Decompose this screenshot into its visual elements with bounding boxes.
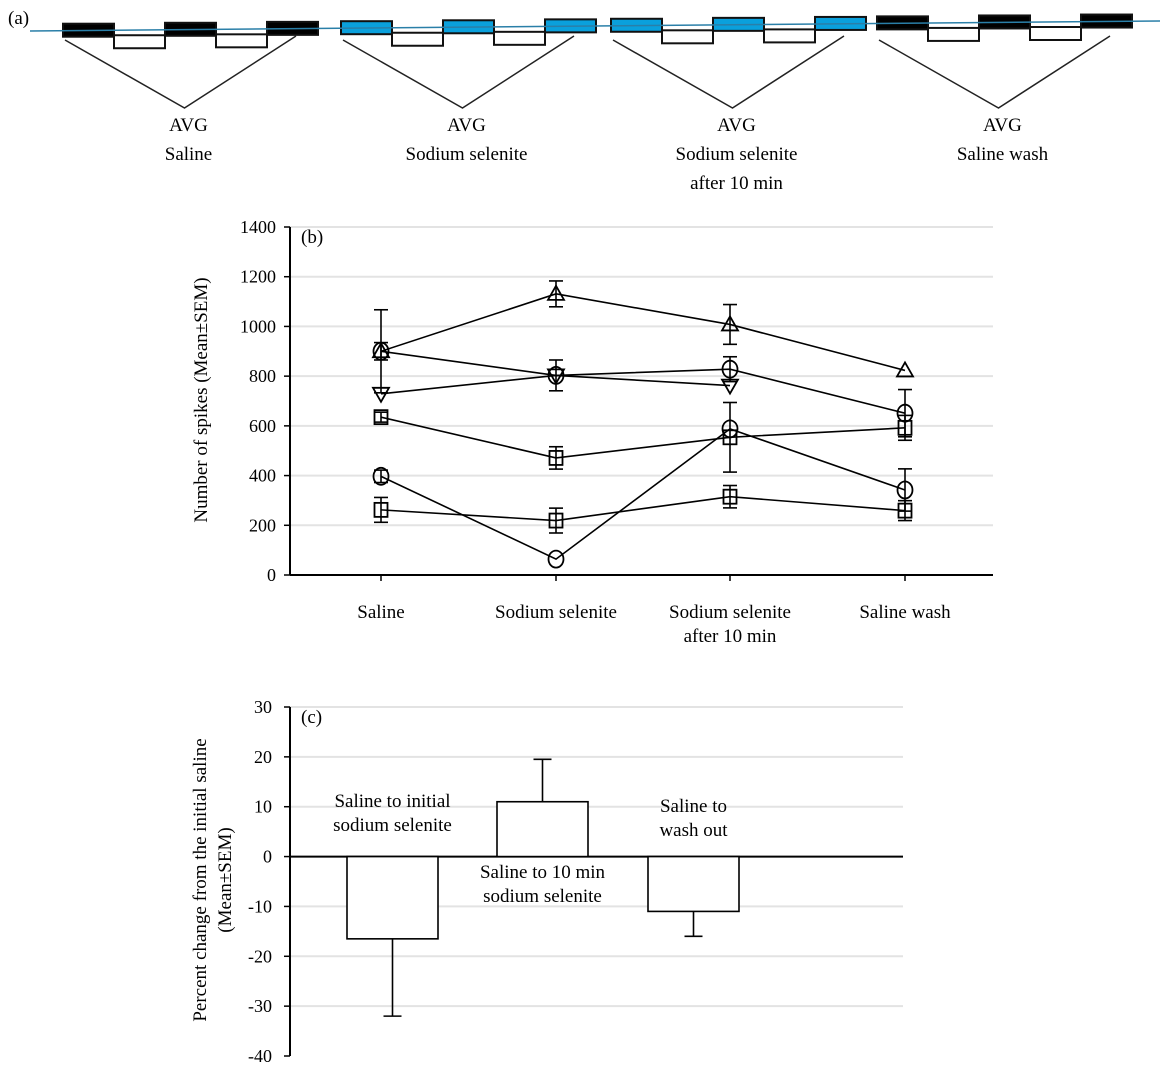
recording-trace — [29, 20, 1161, 32]
y-tick-label: 1200 — [240, 267, 276, 287]
y-tick-label: 400 — [249, 466, 276, 486]
y-axis-label: Number of spikes (Mean±SEM) — [191, 277, 212, 522]
marker-square — [897, 502, 913, 519]
bar-label: Saline to initial — [334, 791, 450, 812]
series-line — [380, 416, 906, 459]
marker-square — [722, 488, 738, 505]
stimulus-pulse-low — [1029, 26, 1082, 41]
marker-triangle-down — [720, 378, 740, 396]
y-tick-label: 0 — [263, 847, 272, 867]
marker-square — [373, 409, 389, 426]
y-tick-label: 600 — [249, 416, 276, 436]
condition-label: after 10 min — [690, 173, 783, 194]
y-tick-label: 10 — [254, 797, 272, 817]
y-tick-label: 1000 — [240, 316, 276, 336]
marker-square — [548, 512, 564, 529]
stimulus-pulse-low — [927, 26, 980, 42]
stimulus-pulse-low — [493, 30, 546, 46]
average-bracket — [64, 35, 297, 109]
y-tick-label: 1400 — [240, 217, 276, 237]
marker-circle — [721, 359, 739, 379]
avg-label: AVG — [169, 115, 208, 136]
bar — [647, 855, 740, 913]
condition-label: Saline — [165, 144, 213, 165]
marker-square — [897, 419, 913, 436]
y-tick-label: 800 — [249, 366, 276, 386]
stimulus-pulse-low — [215, 33, 268, 49]
average-bracket — [878, 35, 1111, 109]
marker-circle — [721, 419, 739, 439]
y-tick-label: -10 — [248, 896, 272, 916]
bar — [496, 800, 589, 858]
x-tick-label: Sodium selenite — [669, 602, 791, 623]
bar-label: Saline to 10 min — [480, 862, 606, 883]
bar-label: sodium selenite — [333, 815, 452, 836]
bar-label: sodium selenite — [483, 886, 602, 907]
x-tick-label: Saline — [357, 602, 405, 623]
stimulus-pulse-low — [661, 29, 714, 45]
y-axis-label: Percent change from the initial saline — [190, 738, 211, 1021]
marker-square — [548, 450, 564, 466]
stimulus-pulse-low — [113, 34, 166, 50]
y-tick-label: 30 — [254, 697, 272, 717]
avg-label: AVG — [717, 115, 756, 136]
marker-triangle-up — [546, 284, 566, 301]
stimulus-pulse-low — [763, 28, 816, 44]
bar — [346, 855, 439, 940]
average-bracket — [342, 35, 575, 109]
series-line — [380, 495, 906, 522]
y-tick-label: 200 — [249, 515, 276, 535]
y-axis-label: (Mean±SEM) — [215, 827, 236, 932]
y-tick-label: -30 — [248, 996, 272, 1016]
x-tick-label: Saline wash — [859, 602, 951, 623]
x-tick-label: after 10 min — [684, 626, 777, 647]
y-tick-label: -20 — [248, 946, 272, 966]
panel-b-label: (b) — [301, 227, 323, 248]
x-tick-label: Sodium selenite — [495, 602, 617, 623]
series-line — [380, 350, 906, 414]
avg-label: AVG — [447, 115, 486, 136]
marker-triangle-up — [720, 314, 740, 332]
bar-label: wash out — [659, 820, 728, 841]
stimulus-pulse-low — [391, 31, 444, 47]
marker-circle — [372, 341, 390, 361]
marker-circle — [372, 466, 390, 486]
avg-label: AVG — [983, 115, 1022, 136]
y-tick-label: 20 — [254, 747, 272, 767]
condition-label: Sodium selenite — [406, 144, 528, 165]
condition-label: Saline wash — [957, 144, 1049, 165]
series-line — [380, 293, 906, 372]
bar-label: Saline to — [660, 796, 727, 817]
average-bracket — [612, 35, 845, 109]
marker-square — [373, 501, 389, 518]
condition-label: Sodium selenite — [676, 144, 798, 165]
marker-square — [722, 429, 738, 446]
marker-triangle-down — [371, 386, 391, 404]
y-tick-label: -40 — [248, 1046, 272, 1066]
y-tick-label: 0 — [267, 565, 276, 585]
marker-triangle-up — [895, 360, 915, 378]
marker-circle — [896, 480, 914, 500]
panel-c-label: (c) — [301, 707, 322, 728]
series-line — [380, 427, 906, 561]
marker-triangle-down — [546, 368, 566, 386]
panel-a-label: (a) — [8, 8, 29, 29]
marker-circle — [547, 549, 565, 569]
